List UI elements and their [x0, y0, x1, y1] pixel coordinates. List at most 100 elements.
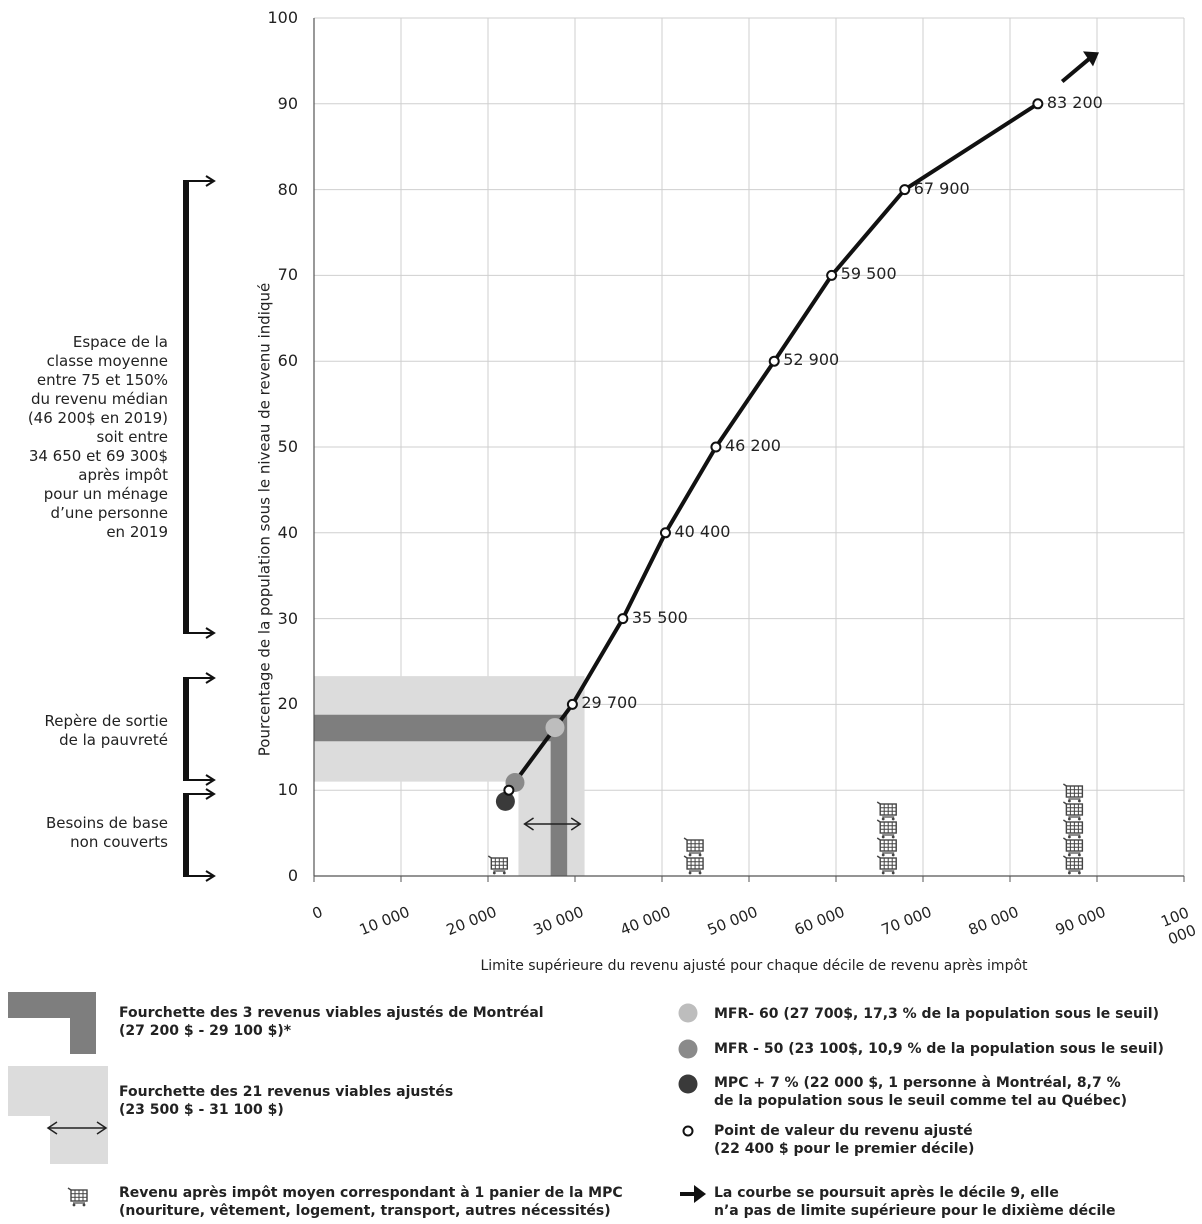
basket-icon: [1062, 837, 1084, 858]
point-label: 83 200: [1046, 92, 1103, 112]
range-arrow-head-right: [570, 817, 582, 831]
continuation-arrow-head: [1083, 51, 1099, 67]
bracket-middle-class-tick-head: [205, 175, 216, 187]
basket-icon: [683, 855, 704, 876]
light-range-band: [314, 676, 585, 876]
y-tick-label: 100: [267, 8, 298, 27]
side-label-basic-needs: Besoins de base non couverts: [0, 814, 168, 852]
side-line: classe moyenne: [46, 352, 168, 370]
bracket-middle-class-tick-head: [205, 627, 216, 639]
legend-line: (23 500 $ - 31 100 $): [119, 1102, 284, 1118]
bracket-poverty-exit-tick-head: [205, 672, 216, 684]
legend-line: Fourchette des 3 revenus viables ajustés…: [119, 1005, 544, 1021]
side-label-middle-class: Espace de la classe moyenne entre 75 et …: [0, 333, 168, 542]
legend-line: MFR- 60 (27 700$, 17,3 % de la populatio…: [714, 1006, 1159, 1022]
point-label: 52 900: [783, 350, 840, 370]
basket-icon: [683, 837, 704, 858]
legend-basket-icon: [67, 1187, 88, 1208]
basket-icon: [876, 819, 897, 840]
side-line: du revenu médian: [31, 390, 168, 408]
y-tick-label: 40: [277, 522, 298, 542]
value-point: [710, 441, 722, 453]
basket-icon: [876, 855, 897, 876]
bracket-middle-class: [183, 180, 189, 634]
legend-light-range-text: Fourchette des 21 revenus viables ajusté…: [119, 1083, 453, 1119]
y-tick-label: 60: [277, 351, 298, 371]
continuation-arrow-shaft: [1060, 55, 1093, 84]
legend-arrow-head: [694, 1185, 706, 1203]
legend-line: n’a pas de limite supérieure pour le dix…: [714, 1203, 1116, 1219]
bracket-poverty-exit-tick-head: [205, 774, 216, 786]
value-point: [1032, 98, 1044, 110]
y-axis-title: Pourcentage de la population sous le niv…: [255, 282, 274, 757]
side-line: Besoins de base: [45, 814, 168, 832]
legend-mfr50-text: MFR - 50 (23 100$, 10,9 % de la populati…: [714, 1040, 1164, 1058]
y-tick-label: 10: [277, 780, 298, 800]
legend-line: (nouriture, vêtement, logement, transpor…: [119, 1203, 611, 1219]
legend-line: Revenu après impôt moyen correspondant à…: [119, 1185, 623, 1201]
side-line: non couverts: [70, 833, 168, 851]
brackets: [183, 175, 216, 882]
bands: [314, 676, 585, 876]
value-point: [768, 355, 780, 367]
basket-icon: [1062, 801, 1084, 822]
point-label: 29 700: [581, 693, 638, 713]
legend-arrow-text: La courbe se poursuit après le décile 9,…: [714, 1184, 1116, 1220]
side-line: 34 650 et 69 300$: [28, 447, 168, 465]
value-point: [617, 613, 629, 625]
side-line: de la pauvreté: [59, 731, 168, 749]
basket-icon: [876, 837, 897, 858]
marker-mpc-7-: [495, 791, 515, 811]
legend-range-arrow-head-left: [46, 1121, 58, 1135]
legend-basket-text: Revenu après impôt moyen correspondant à…: [119, 1184, 623, 1220]
legend-line: Point de valeur du revenu ajusté: [714, 1123, 973, 1139]
value-point: [503, 784, 515, 796]
legend-dark-range-text: Fourchette des 3 revenus viables ajustés…: [119, 1004, 544, 1040]
legend-line: (22 400 $ pour le premier décile): [714, 1141, 975, 1157]
basket-icon: [1062, 783, 1084, 804]
bracket-basic-needs-tick-head: [205, 788, 216, 800]
legend-mpc-swatch: [678, 1074, 698, 1094]
value-point: [566, 698, 578, 710]
side-line: Repère de sortie: [44, 712, 168, 730]
y-tick-label: 0: [287, 866, 298, 885]
point-label: 40 400: [674, 521, 731, 541]
value-point: [826, 269, 838, 281]
side-line: après impôt: [78, 466, 168, 484]
y-tick-label: 30: [277, 608, 298, 628]
y-tick-label: 90: [277, 93, 298, 113]
side-line: en 2019: [106, 523, 168, 541]
legend-range-arrow-head-right: [96, 1121, 108, 1135]
side-line: soit entre: [96, 428, 169, 446]
range-arrow-head-left: [523, 817, 534, 831]
side-line: pour un ménage: [43, 485, 168, 503]
axes: [313, 18, 1185, 882]
legend-line: La courbe se poursuit après le décile 9,…: [714, 1185, 1059, 1201]
basket-icon: [1062, 819, 1084, 840]
side-label-poverty-exit: Repère de sortie de la pauvreté: [0, 712, 168, 750]
bracket-poverty-exit: [183, 677, 189, 781]
point-label: 46 200: [724, 436, 781, 455]
legend-line: MFR - 50 (23 100$, 10,9 % de la populati…: [714, 1041, 1164, 1057]
y-tick-label: 20: [277, 694, 298, 714]
dark-range-band: [314, 714, 568, 876]
x-axis-title: Limite supérieure du revenu ajusté pour …: [480, 958, 1028, 974]
marker-mfr-60: [545, 718, 565, 738]
y-tick-label: 70: [277, 265, 298, 285]
legend-mfr60-text: MFR- 60 (27 700$, 17,3 % de la populatio…: [714, 1005, 1159, 1023]
point-label: 35 500: [631, 607, 688, 627]
y-tick-label: 80: [277, 179, 298, 199]
bracket-basic-needs: [183, 793, 189, 877]
y-tick-label: 50: [277, 437, 298, 456]
basket-icon: [1062, 855, 1084, 876]
side-line: entre 75 et 150%: [36, 371, 168, 389]
legend-point-text: Point de valeur du revenu ajusté (22 400…: [714, 1122, 974, 1158]
markers: [495, 98, 1044, 831]
point-label: 59 500: [840, 264, 897, 284]
legend-graphics: [8, 992, 706, 1208]
point-label: 67 900: [913, 178, 970, 198]
legend-light-range-swatch: [8, 1066, 108, 1164]
side-line: Espace de la: [72, 333, 168, 351]
legend-mpc-text: MPC + 7 % (22 000 $, 1 personne à Montré…: [714, 1074, 1127, 1110]
